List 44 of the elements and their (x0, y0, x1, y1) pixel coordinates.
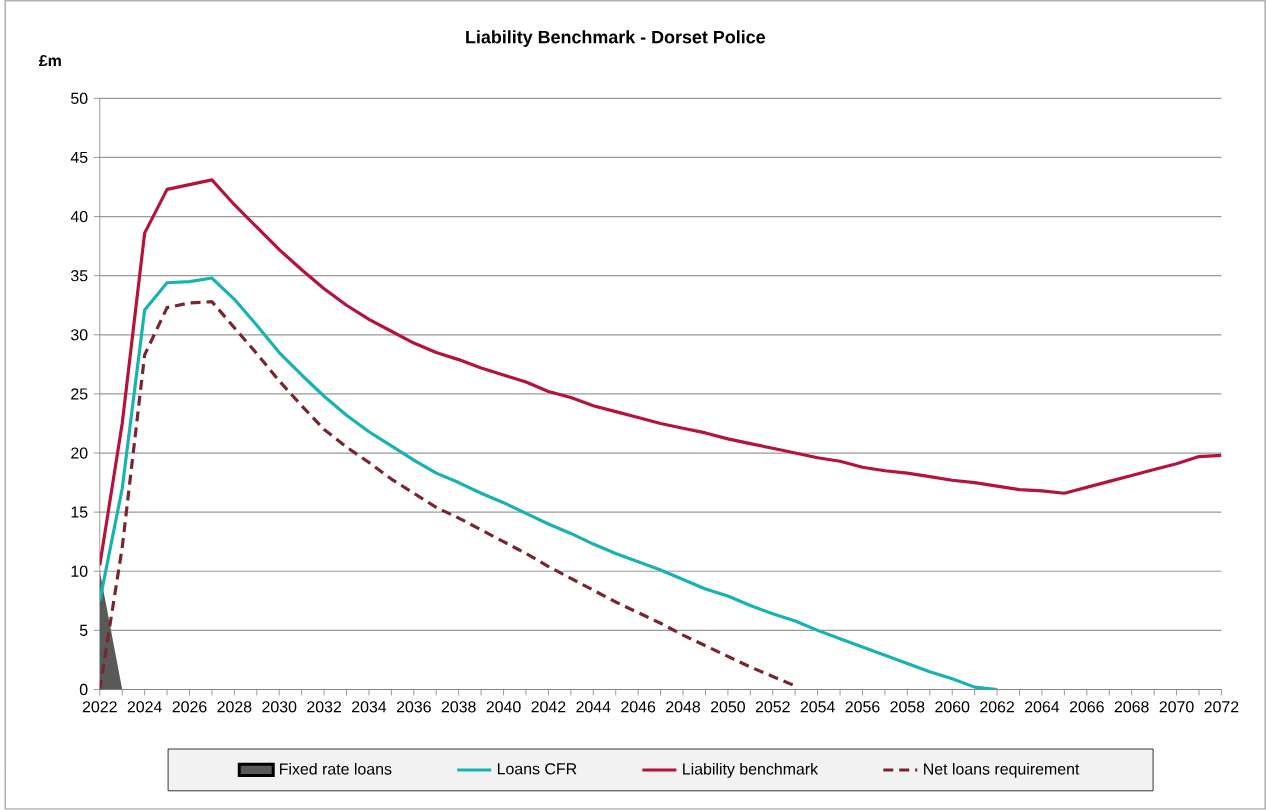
y-tick-label: 45 (70, 152, 88, 164)
x-tick-label: 2070 (1159, 701, 1194, 713)
x-tick-label: 2036 (396, 701, 431, 713)
y-tick-label: 20 (71, 447, 88, 459)
x-tick-label: 2056 (845, 701, 880, 713)
x-tick-label: 2030 (262, 701, 297, 713)
x-tick-label: 2034 (352, 701, 387, 713)
x-tick-label: 2060 (935, 701, 970, 713)
y-tick-label: 30 (70, 329, 88, 341)
y-tick-label: 10 (71, 565, 88, 578)
y-tick-label: 25 (71, 388, 88, 400)
y-tick-label: 15 (71, 506, 88, 518)
x-tick-label: 2072 (1204, 701, 1239, 713)
x-tick-label: 2042 (531, 701, 566, 713)
line-series (99, 276, 999, 690)
x-tick-label: 2040 (486, 701, 521, 713)
legend-label: Net loans requirement (924, 763, 1080, 778)
x-tick-label: 2022 (82, 701, 117, 713)
x-tick-label: 2026 (172, 701, 207, 713)
x-tick-label: 2054 (800, 701, 835, 713)
legend-label: Liability benchmark (683, 763, 819, 778)
legend-label: Fixed rate loans (280, 763, 392, 775)
x-tick-label: 2052 (755, 701, 790, 713)
y-tick-label: 50 (71, 92, 88, 105)
y-tick-label: 35 (70, 270, 88, 282)
x-tick-label: 2044 (576, 701, 611, 713)
y-tick-label: 5 (79, 624, 88, 637)
y-axis-title: £m (38, 55, 61, 67)
x-tick-label: 2066 (1069, 701, 1104, 713)
x-tick-label: 2050 (710, 701, 745, 713)
x-tick-label: 2062 (980, 701, 1014, 713)
y-tick-label: 40 (70, 211, 88, 223)
y-tick-label: 0 (79, 684, 88, 696)
x-tick-label: 2028 (217, 701, 252, 713)
x-tick-label: 2046 (621, 701, 656, 713)
x-tick-label: 2068 (1114, 701, 1149, 713)
x-tick-label: 2058 (890, 701, 925, 713)
legend-label: Loans CFR (497, 763, 577, 775)
x-tick-label: 2064 (1025, 701, 1060, 713)
x-tick-label: 2048 (666, 701, 701, 713)
x-tick-label: 2038 (441, 701, 476, 713)
x-tick-label: 2032 (307, 701, 341, 713)
chart-title: Liability Benchmark - Dorset Police (466, 30, 766, 48)
x-tick-label: 2024 (127, 701, 162, 713)
